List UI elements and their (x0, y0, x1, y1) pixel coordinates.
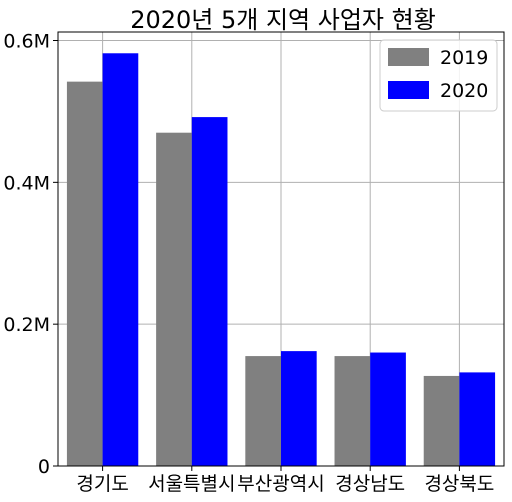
bar-2020 (281, 351, 317, 466)
bar-2019 (424, 376, 460, 466)
bar-2020 (103, 53, 139, 466)
y-axis-ticks: 0 0.2M 0.4M 0.6M (3, 31, 58, 478)
bar-2019 (335, 356, 371, 466)
x-tick-label: 부산광역시 (237, 473, 324, 495)
y-tick-label: 0 (38, 456, 50, 478)
legend-label: 2020 (440, 80, 488, 102)
legend-swatch-2019 (388, 48, 429, 66)
legend-label: 2019 (440, 47, 488, 69)
x-tick-label: 경기도 (76, 473, 128, 495)
x-tick-label: 경상북도 (424, 473, 494, 495)
bar-2019 (245, 356, 281, 466)
legend: 2019 2020 (380, 40, 497, 111)
y-tick-label: 0.4M (3, 172, 50, 194)
bar-2020 (370, 353, 406, 466)
y-tick-label: 0.2M (3, 314, 50, 336)
bar-2019 (67, 82, 103, 466)
legend-swatch-2020 (388, 81, 429, 99)
bar-2020 (192, 117, 228, 466)
x-tick-label: 경상남도 (335, 473, 405, 495)
bar-2019 (156, 133, 192, 466)
bar-2020 (459, 372, 495, 466)
chart-title: 2020년 5개 지역 사업자 현황 (130, 6, 436, 34)
x-axis-ticks: 경기도 서울특별시 부산광역시 경상남도 경상북도 (76, 466, 494, 495)
y-tick-label: 0.6M (3, 31, 50, 53)
x-tick-label: 서울특별시 (148, 473, 235, 495)
